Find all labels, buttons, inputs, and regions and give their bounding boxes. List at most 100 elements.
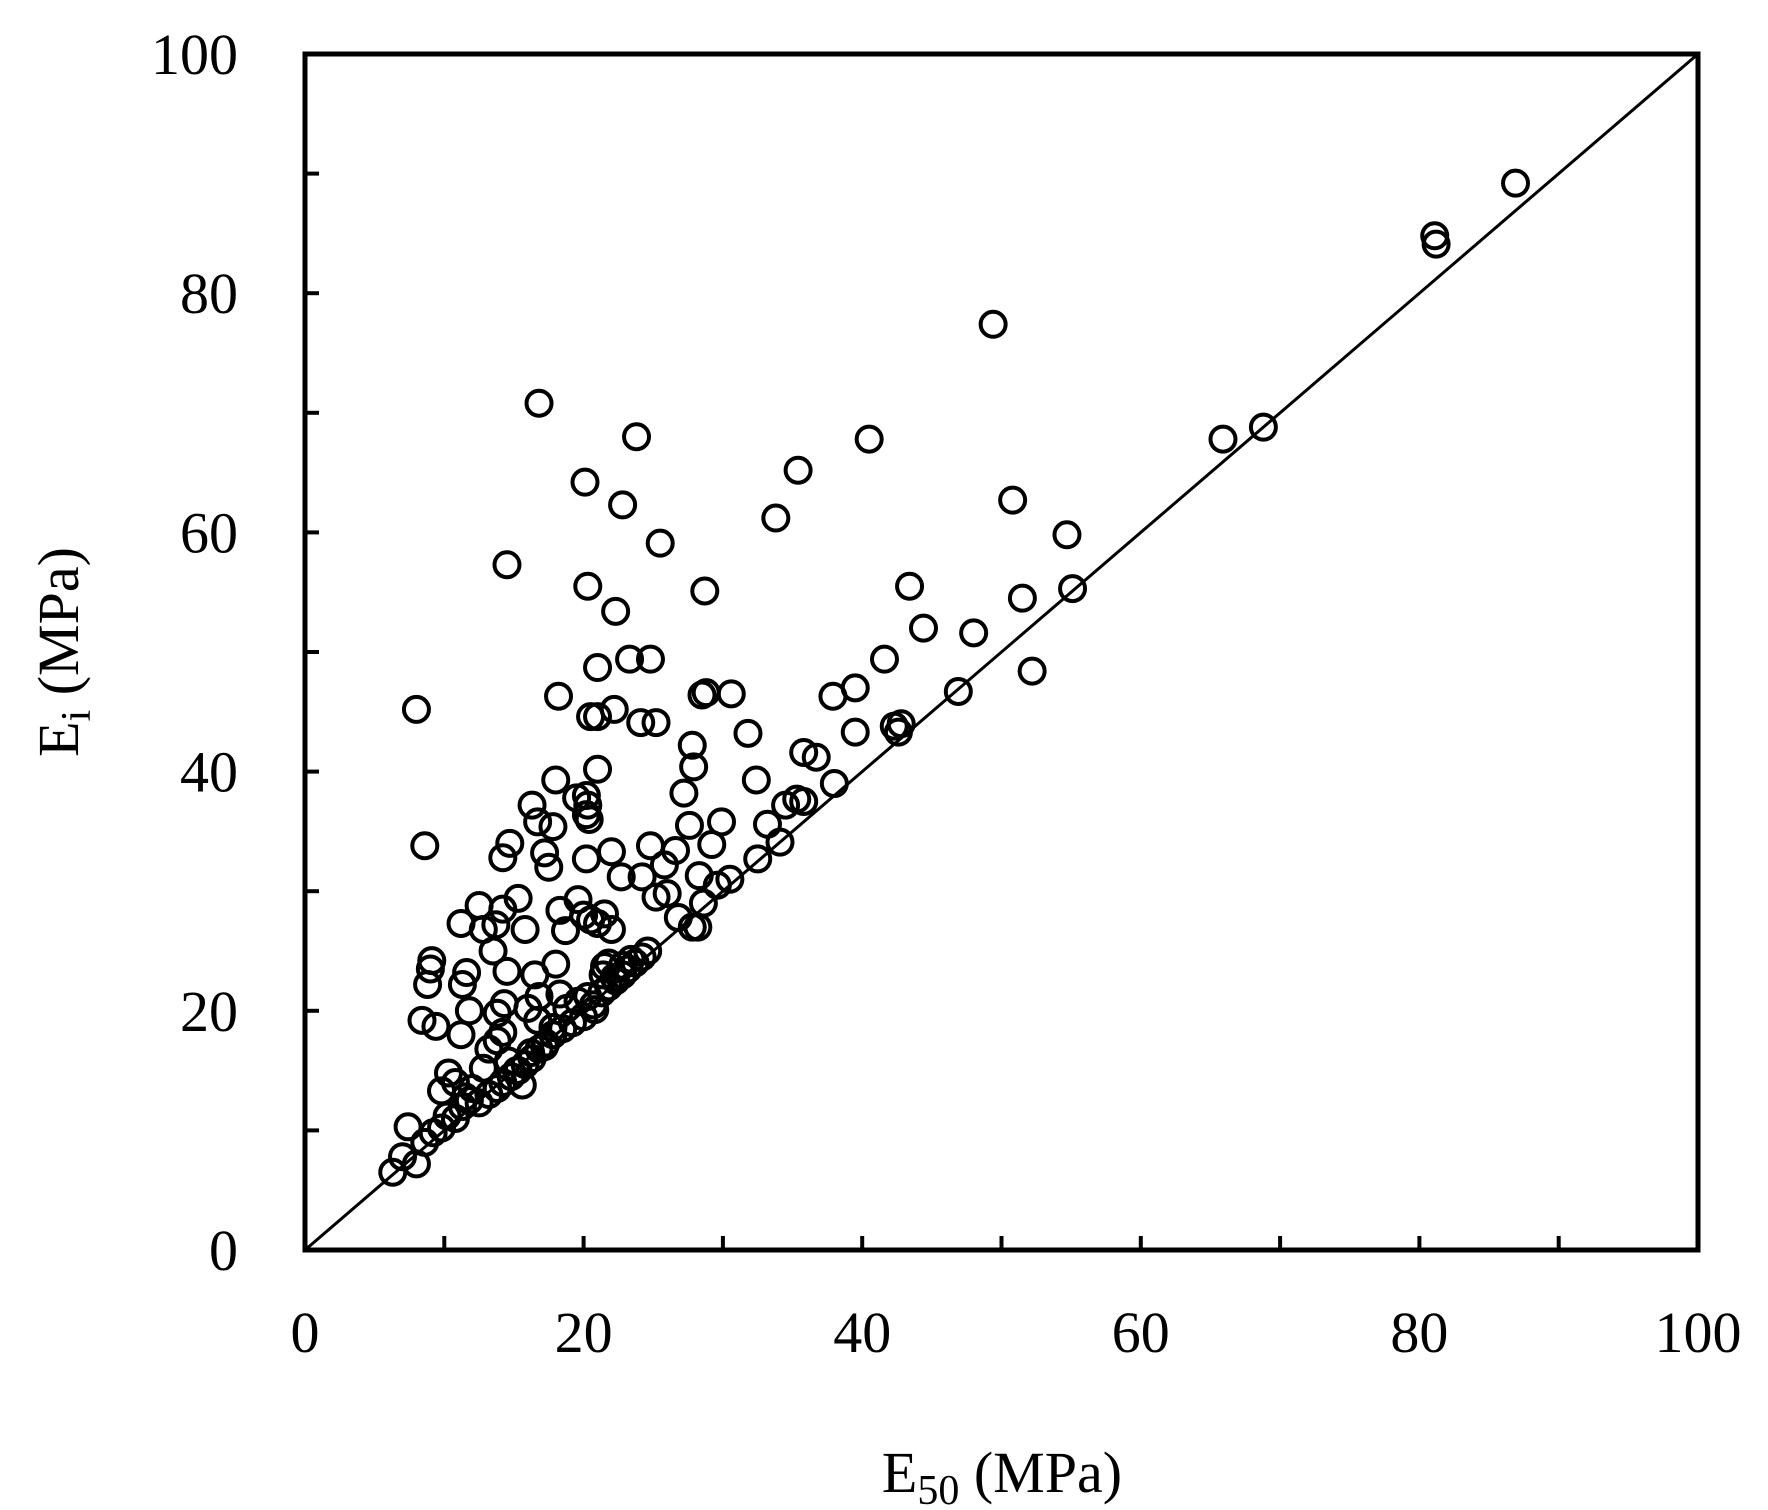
data-point xyxy=(635,644,665,674)
data-point xyxy=(599,694,629,724)
data-point xyxy=(761,503,791,533)
data-point xyxy=(895,571,925,601)
data-point xyxy=(789,787,819,816)
data-point xyxy=(580,995,610,1025)
x-axis-title-subscript: 50 xyxy=(917,1468,959,1510)
x-axis-tick-labels: 0 20 40 60 80 100 xyxy=(291,1300,1742,1365)
x-axis-title-unit: (MPa) xyxy=(959,1440,1122,1505)
data-point xyxy=(652,879,682,909)
data-point xyxy=(622,422,652,452)
y-axis-tick-labels: 0 20 40 60 80 100 xyxy=(151,22,238,1283)
data-point xyxy=(869,644,899,674)
data-point xyxy=(583,653,613,683)
data-point xyxy=(959,618,989,648)
y-tick-label: 60 xyxy=(180,500,238,565)
y-tick-label: 40 xyxy=(180,740,238,805)
data-point xyxy=(633,936,663,966)
data-point xyxy=(908,613,938,643)
data-point xyxy=(454,996,484,1026)
x-tick-label: 100 xyxy=(1655,1300,1742,1365)
y-tick-label: 0 xyxy=(209,1218,238,1283)
data-point xyxy=(510,914,540,944)
data-point xyxy=(569,900,599,930)
data-point xyxy=(447,969,477,999)
data-point xyxy=(733,718,763,748)
data-point xyxy=(583,754,613,784)
data-point xyxy=(524,981,554,1011)
y-axis-title-subscript: i xyxy=(54,710,100,722)
y-axis-title-main: E xyxy=(26,721,91,756)
data-point xyxy=(507,1070,537,1100)
data-point xyxy=(481,910,511,940)
data-point xyxy=(608,490,638,520)
data-point xyxy=(531,1028,561,1058)
data-point xyxy=(530,838,560,868)
x-tick-label: 20 xyxy=(555,1300,613,1365)
data-point xyxy=(840,717,870,747)
data-point xyxy=(421,1011,451,1041)
data-point xyxy=(606,862,636,892)
data-point xyxy=(502,1056,532,1086)
data-point xyxy=(674,810,704,840)
data-point xyxy=(410,831,440,861)
data-point xyxy=(978,309,1008,339)
data-point xyxy=(661,836,691,866)
data-point xyxy=(407,1005,437,1035)
data-point xyxy=(1248,412,1278,442)
data-point xyxy=(1421,229,1451,259)
data-point xyxy=(503,883,533,913)
data-point xyxy=(450,1082,480,1112)
data-point xyxy=(517,790,547,820)
x-tick-label: 60 xyxy=(1112,1300,1170,1365)
x-axis-ticks xyxy=(442,1236,1561,1250)
y-tick-label: 80 xyxy=(180,261,238,326)
y-axis-title-unit: (MPa) xyxy=(26,547,91,710)
data-point xyxy=(550,916,580,946)
data-point xyxy=(1208,424,1238,454)
data-point xyxy=(534,852,564,882)
data-points-layer xyxy=(378,168,1531,1187)
data-point xyxy=(716,679,746,709)
data-point xyxy=(998,485,1028,515)
data-point xyxy=(538,812,568,842)
data-point xyxy=(516,1038,546,1068)
data-point xyxy=(488,1017,518,1047)
data-point xyxy=(452,958,482,988)
data-point xyxy=(854,424,884,454)
data-point xyxy=(677,912,707,942)
data-point xyxy=(488,843,518,873)
data-point xyxy=(645,528,675,558)
data-point xyxy=(1501,168,1531,198)
data-point xyxy=(544,681,574,711)
data-point xyxy=(715,864,745,894)
data-point xyxy=(563,885,593,915)
data-point xyxy=(596,914,626,944)
data-point xyxy=(707,807,737,837)
y-tick-label: 20 xyxy=(180,979,238,1044)
data-point xyxy=(943,676,973,706)
data-point xyxy=(589,899,619,929)
data-point xyxy=(840,673,870,703)
data-point xyxy=(596,837,626,867)
data-point xyxy=(492,956,522,986)
data-point xyxy=(440,1068,470,1098)
data-point xyxy=(741,765,771,795)
x-tick-label: 80 xyxy=(1390,1300,1448,1365)
x-tick-label: 40 xyxy=(833,1300,891,1365)
data-point xyxy=(883,717,913,747)
data-point xyxy=(743,844,773,874)
data-point xyxy=(801,742,831,772)
data-point xyxy=(573,571,603,601)
data-point xyxy=(819,769,849,799)
data-point xyxy=(615,644,645,674)
x-tick-label: 0 xyxy=(291,1300,320,1365)
data-point xyxy=(1052,520,1082,550)
data-point xyxy=(538,1013,568,1043)
data-point xyxy=(573,790,603,820)
data-point xyxy=(1007,583,1037,613)
data-point xyxy=(388,1142,418,1172)
data-point xyxy=(677,730,707,760)
data-point xyxy=(679,752,709,782)
